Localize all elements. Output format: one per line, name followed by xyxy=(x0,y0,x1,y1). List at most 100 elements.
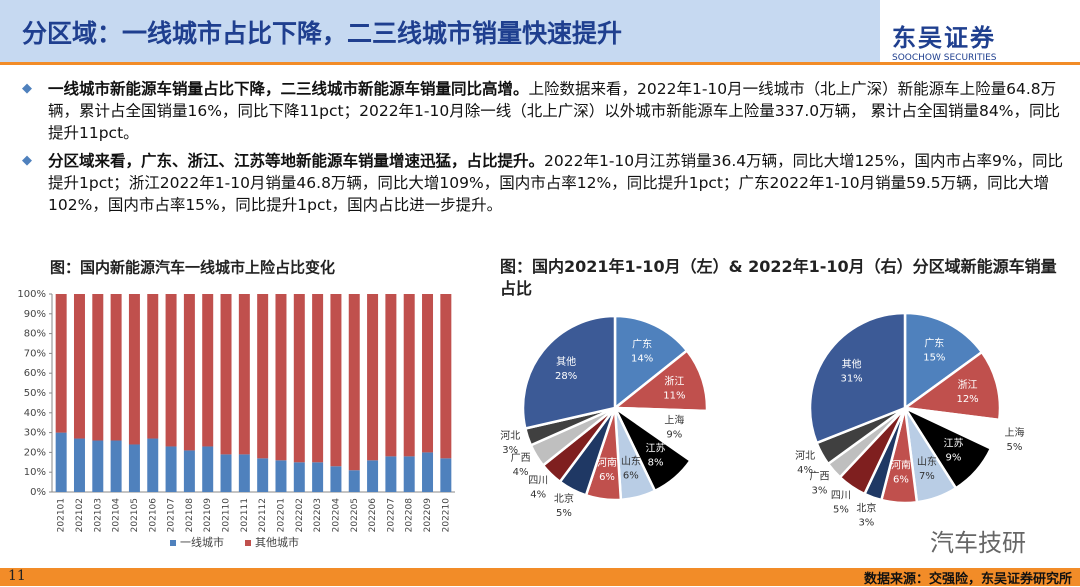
pie-label: 河北 xyxy=(500,430,520,442)
bar-segment xyxy=(385,456,397,492)
pie-label: 上海 xyxy=(664,414,684,427)
pie-label: 浙江 xyxy=(958,379,978,391)
source: 数据来源：交强险，东吴证券研究所 xyxy=(863,572,1072,587)
bar-segment xyxy=(165,446,177,492)
pie-label: 上海 xyxy=(1004,426,1024,439)
y-tick-label: 80% xyxy=(24,329,46,340)
pie-value-label: 28% xyxy=(555,371,577,382)
x-tick-label: 202204 xyxy=(331,498,341,533)
pie-value-label: 31% xyxy=(840,374,862,385)
x-tick-label: 202104 xyxy=(112,498,122,533)
bar-segment xyxy=(202,446,214,492)
bar-segment xyxy=(147,294,159,439)
pie-label: 四川 xyxy=(831,490,851,501)
bar-segment xyxy=(55,432,67,492)
x-tick-label: 202112 xyxy=(258,498,268,532)
x-tick-label: 202209 xyxy=(423,498,433,533)
pie-value-label: 7% xyxy=(919,471,935,482)
logo: 东吴证券 SOOCHOW SECURITIES xyxy=(892,18,997,63)
bar-segment xyxy=(128,294,140,445)
x-tick-label: 202203 xyxy=(313,498,323,532)
bullets: 一线城市新能源车销量占比下降，二三线城市新能源车销量同比高增。上险数据来看，20… xyxy=(22,78,1067,222)
pie-slice xyxy=(903,311,984,411)
pie-value-label: 15% xyxy=(923,352,945,363)
bar-segment xyxy=(92,440,104,492)
bar-segment xyxy=(73,294,85,439)
pie-label: 江苏 xyxy=(646,442,666,455)
pie-label: 北京 xyxy=(856,501,876,514)
bullet: 一线城市新能源车销量占比下降，二三线城市新能源车销量同比高增。上险数据来看，20… xyxy=(22,78,1067,144)
page-number: 11 xyxy=(8,568,26,584)
bar-segment xyxy=(165,294,177,447)
bar-segment xyxy=(348,470,360,492)
bar-segment xyxy=(403,456,415,492)
bar-segment xyxy=(440,294,452,459)
pie-value-label: 6% xyxy=(599,472,615,483)
pie-value-label: 5% xyxy=(556,508,572,519)
bar-segment xyxy=(422,294,434,453)
y-tick-label: 0% xyxy=(30,487,46,498)
legend-swatch xyxy=(170,540,176,546)
x-tick-label: 202205 xyxy=(350,498,360,532)
bar-segment xyxy=(330,294,342,467)
chart-title: 图：国内2021年1-10月（左）& 2022年1-10月（右）分区域新能源车销… xyxy=(500,257,1057,298)
x-tick-label: 202210 xyxy=(441,498,451,533)
legend-swatch xyxy=(245,540,251,546)
pie-label: 河南 xyxy=(597,456,617,469)
bar-segment xyxy=(312,294,324,463)
header-title: 分区域：一线城市占比下降，二三线城市销量快速提升 xyxy=(22,19,623,48)
x-tick-label: 202111 xyxy=(240,498,250,532)
bar-segment xyxy=(312,462,324,492)
pie-label: 浙江 xyxy=(664,375,684,387)
pie-value-label: 12% xyxy=(956,394,978,405)
x-tick-label: 202109 xyxy=(203,498,213,533)
pie-slice xyxy=(613,314,689,411)
bar-segment xyxy=(55,294,67,433)
y-tick-label: 90% xyxy=(24,309,46,320)
bar-segment xyxy=(275,460,287,492)
bar-segment xyxy=(183,450,195,492)
pie-label: 北京 xyxy=(554,492,574,505)
y-tick-label: 30% xyxy=(24,428,46,439)
y-tick-label: 100% xyxy=(17,289,46,300)
bar-segment xyxy=(275,294,287,461)
pie-label: 广东 xyxy=(632,338,652,351)
pie-value-label: 8% xyxy=(648,458,664,469)
pie-label: 山东 xyxy=(621,455,641,468)
y-tick-label: 50% xyxy=(24,388,46,399)
bar-segment xyxy=(183,294,195,451)
bar-segment xyxy=(238,454,250,492)
x-tick-label: 202201 xyxy=(276,498,286,532)
pie-slice xyxy=(808,311,907,445)
bar-segment xyxy=(202,294,214,447)
x-tick-label: 202110 xyxy=(222,498,232,533)
pie-label: 广西 xyxy=(511,452,531,464)
pie-value-label: 9% xyxy=(946,453,962,464)
bar-segment xyxy=(367,460,379,492)
x-tick-label: 202207 xyxy=(386,498,396,532)
bullet-text: 2022年1-10月江苏销量36.4万辆，同比大增125%，国内市占率9%，同比… xyxy=(48,152,1064,214)
bar-segment xyxy=(73,438,85,492)
pie-value-label: 4% xyxy=(797,465,813,476)
footer: 11 数据来源：交强险，东吴证券研究所 xyxy=(0,568,1080,587)
y-tick-label: 20% xyxy=(24,447,46,458)
x-tick-label: 202208 xyxy=(405,498,415,533)
pie-slice xyxy=(521,314,617,430)
bar-segment xyxy=(128,444,140,492)
bar-segment xyxy=(348,294,360,471)
pie-value-label: 14% xyxy=(631,354,653,365)
bar-segment xyxy=(367,294,379,461)
logo-subtext: SOOCHOW SECURITIES xyxy=(892,53,997,63)
bar-segment xyxy=(403,294,415,457)
bullet-text: 上险数据来看，2022年1-10月一线城市（北上广深）新能源车上险量64.8万辆… xyxy=(48,80,1060,142)
pie-label: 河北 xyxy=(795,450,815,462)
pie-value-label: 11% xyxy=(663,390,685,401)
pie-value-label: 3% xyxy=(812,485,828,496)
bar-segment xyxy=(92,294,104,441)
bar-segment xyxy=(147,438,159,492)
header-rule xyxy=(0,62,1080,65)
x-tick-label: 202108 xyxy=(185,498,195,533)
bar-segment xyxy=(330,466,342,492)
pie-label: 河南 xyxy=(891,458,911,471)
chart-title: 图：国内新能源汽车一线城市上险占比变化 xyxy=(50,259,335,277)
